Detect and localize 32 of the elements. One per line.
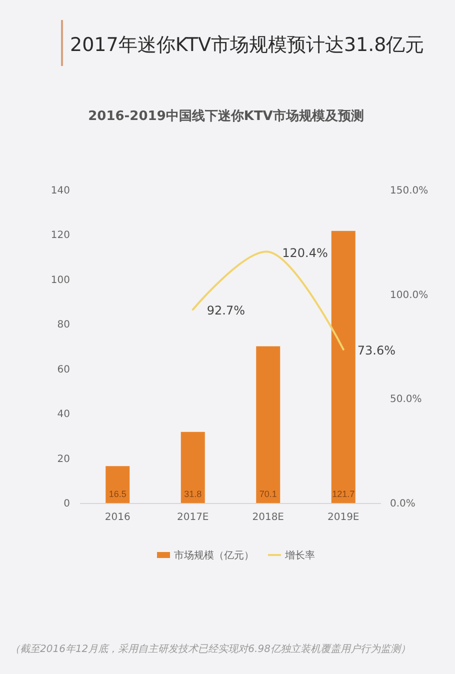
data-label: 31.8	[184, 489, 202, 499]
y-tick-label: 20	[57, 454, 70, 465]
y-tick-label: 120	[50, 230, 70, 242]
chart-title: 2017年迷你KTV市场规模预计达31.8亿元	[70, 34, 424, 56]
text: （截至2016年12月底，采用自主研发技术已经实现对6.98亿独立装机覆盖用户行为监测）	[10, 643, 410, 655]
chart-subtitle: 2016-2019中国线下迷你KTV市场规模及预测	[88, 108, 364, 124]
data-label: 70.1	[259, 489, 277, 499]
data-label: 73.6%	[357, 343, 396, 358]
y-tick-label: 0	[64, 498, 70, 510]
x-tick-label: 2019E	[327, 512, 360, 523]
y2-tick-label: 150.0%	[390, 186, 428, 196]
x-tick-label: 2018E	[252, 512, 284, 523]
bar	[331, 230, 356, 503]
y-tick-label: 60	[57, 364, 70, 376]
y2-tick-label: 50.0%	[390, 394, 422, 406]
y2-tick-label: 100.0%	[390, 290, 428, 301]
y-tick-label: 100	[50, 274, 70, 286]
x-tick-label: 2017E	[176, 512, 209, 523]
bar	[256, 346, 280, 503]
legend-label: 市场规模（亿元）	[174, 550, 254, 562]
data-label: 121.7	[332, 489, 355, 499]
bar	[180, 432, 205, 503]
x-tick-label: 2016	[104, 512, 130, 523]
bar	[106, 466, 130, 503]
y-tick-label: 40	[57, 409, 70, 420]
data-label: 120.4%	[282, 246, 328, 260]
data-label: 16.5	[108, 489, 126, 499]
y-tick-label: 140	[50, 186, 70, 196]
y2-tick-label: 0.0%	[390, 498, 416, 510]
legend-label: 增长率	[284, 550, 315, 562]
data-label: 92.7%	[206, 304, 245, 318]
y-tick-label: 80	[57, 320, 70, 331]
